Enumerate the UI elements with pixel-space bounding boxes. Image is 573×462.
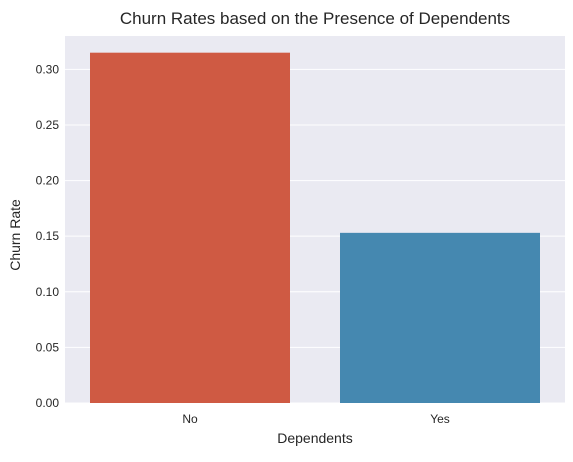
y-tick-label: 0.20 [36,174,60,188]
x-tick-labels: No Yes [182,412,449,426]
x-axis-label: Dependents [277,430,353,446]
y-tick-labels: 0.00 0.05 0.10 0.15 0.20 0.25 0.30 [36,62,60,410]
y-tick-label: 0.05 [36,340,60,354]
y-axis-label: Churn Rate [7,199,23,271]
bar-yes [340,232,540,403]
y-tick-label: 0.10 [36,285,60,299]
y-tick-label: 0.30 [36,62,60,76]
y-tick-label: 0.00 [36,396,60,410]
bar-no [90,52,290,403]
chart-title: Churn Rates based on the Presence of Dep… [120,9,510,28]
x-tick-label: No [182,412,198,426]
y-tick-label: 0.25 [36,118,60,132]
x-tick-label: Yes [430,412,450,426]
y-tick-label: 0.15 [36,229,60,243]
bars [90,52,540,403]
